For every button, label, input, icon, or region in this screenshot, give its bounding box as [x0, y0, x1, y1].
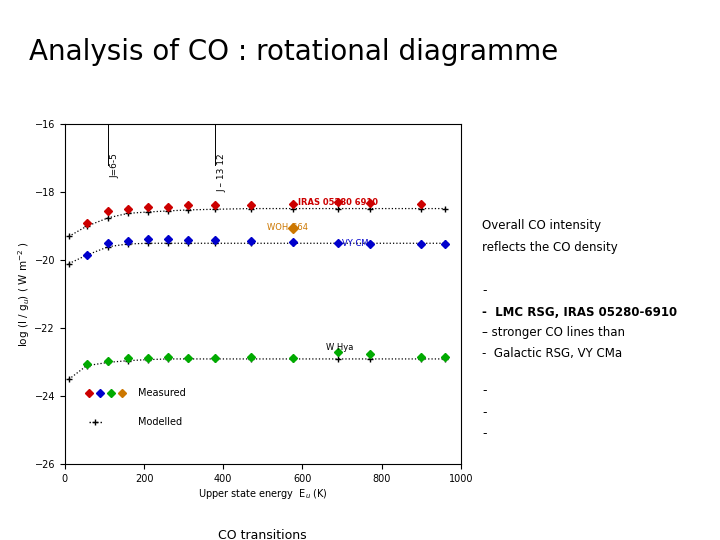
Y-axis label: log (I / g$_{u}$) ( W m$^{-2}$ ): log (I / g$_{u}$) ( W m$^{-2}$ ): [16, 241, 32, 347]
Text: VY CMa: VY CMa: [342, 239, 374, 248]
Text: -: -: [482, 406, 487, 419]
X-axis label: Upper state energy  E$_{u}$ (K): Upper state energy E$_{u}$ (K): [198, 487, 328, 501]
Text: IRAS 05280 6910: IRAS 05280 6910: [299, 198, 379, 207]
Text: -: -: [482, 284, 487, 298]
Text: CO transitions: CO transitions: [218, 529, 307, 540]
Text: reflects the CO density: reflects the CO density: [482, 241, 618, 254]
Text: Measured: Measured: [138, 388, 186, 398]
Text: WOH G64: WOH G64: [266, 222, 307, 232]
Text: -  LMC RSG, IRAS 05280-6910: - LMC RSG, IRAS 05280-6910: [482, 306, 678, 319]
Text: -: -: [482, 427, 487, 441]
Text: – stronger CO lines than: – stronger CO lines than: [482, 326, 626, 339]
Text: J=6-5: J=6-5: [110, 153, 120, 178]
Text: Modelled: Modelled: [138, 417, 182, 427]
Text: -  Galactic RSG, VY CMa: - Galactic RSG, VY CMa: [482, 347, 623, 361]
Text: Overall CO intensity: Overall CO intensity: [482, 219, 601, 233]
Text: -: -: [482, 384, 487, 397]
Text: J – 13 12: J – 13 12: [217, 153, 226, 192]
Text: W Hya: W Hya: [326, 343, 354, 353]
Text: Analysis of CO : rotational diagramme: Analysis of CO : rotational diagramme: [29, 38, 558, 66]
